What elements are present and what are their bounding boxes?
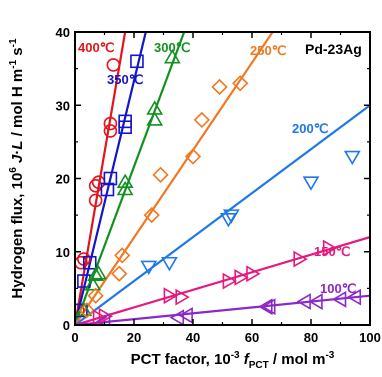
data-point <box>163 49 181 64</box>
data-point <box>103 171 118 186</box>
x-tick-label: 20 <box>127 330 141 345</box>
axis-title-part: -1 <box>8 59 19 68</box>
y-tick-label: 40 <box>56 25 70 40</box>
data-point <box>118 114 132 129</box>
x-tick-label: 0 <box>71 330 78 345</box>
axis-title-part: J <box>9 154 26 167</box>
data-point <box>103 116 118 131</box>
data-point <box>184 148 202 165</box>
series-label: 300℃ <box>154 40 190 55</box>
data-point <box>302 176 320 191</box>
data-point <box>75 255 88 270</box>
fit-line <box>75 32 274 325</box>
y-tick-label: 10 <box>56 245 70 260</box>
series-label: 200℃ <box>292 121 328 136</box>
axis-title-part: / mol H m <box>9 69 26 141</box>
data-markers <box>75 49 362 325</box>
fit-line <box>75 32 147 325</box>
data-point <box>175 288 190 306</box>
data-point <box>116 173 134 188</box>
y-tick-label: 0 <box>63 318 70 333</box>
data-point <box>106 58 121 72</box>
data-point <box>293 250 308 268</box>
data-point <box>178 307 193 324</box>
axis-title-part: PCT <box>249 360 269 371</box>
fit-line <box>75 236 370 325</box>
series-label: 150℃ <box>314 244 350 259</box>
data-point <box>100 182 115 197</box>
series-label: 100℃ <box>320 281 356 296</box>
y-tick-label: 20 <box>56 172 70 187</box>
data-point <box>88 193 103 208</box>
y-axis-title: Hydrogen flux, 106 J·L / mol H m-1 s-1 <box>8 38 26 299</box>
data-point <box>87 287 104 304</box>
data-point <box>103 124 118 138</box>
x-tick-label: 40 <box>186 330 200 345</box>
axis-title-part: L <box>9 140 26 149</box>
x-axis-title: PCT factor, 10-3 fPCT / mol m-3 <box>131 350 335 371</box>
axis-title-part: -3 <box>325 350 334 361</box>
data-point <box>169 309 185 325</box>
data-point <box>343 150 361 166</box>
fit-line <box>75 32 127 325</box>
data-point <box>114 247 131 264</box>
data-point <box>322 239 338 257</box>
axis-title-part: -1 <box>8 38 19 47</box>
x-tick-label: 100 <box>359 330 381 345</box>
data-point <box>232 75 249 92</box>
data-point <box>161 256 178 272</box>
axis-title-part: 6 <box>8 167 19 173</box>
data-point <box>146 100 164 115</box>
data-point <box>222 209 240 224</box>
data-point <box>211 78 228 96</box>
axis-title-part: · <box>9 150 26 155</box>
data-point <box>78 302 95 319</box>
axis-title-part: Hydrogen flux, 10 <box>9 173 26 299</box>
axis-title-part: f <box>240 351 251 368</box>
axis-title-part: / mol m <box>269 351 326 368</box>
series-label: 250℃ <box>250 43 286 58</box>
data-point <box>146 111 164 126</box>
sample-annotation: Pd-23Ag <box>305 41 362 57</box>
data-point <box>140 260 158 275</box>
data-point <box>331 290 347 308</box>
data-point <box>222 272 237 290</box>
data-point <box>258 298 273 316</box>
x-tick-label: 60 <box>245 330 259 345</box>
data-point <box>130 54 144 69</box>
data-point <box>84 276 102 291</box>
y-tick-label: 30 <box>56 98 70 113</box>
axis-title-part: -3 <box>231 350 240 361</box>
data-point <box>90 265 107 280</box>
data-point <box>234 268 249 286</box>
data-point <box>308 293 323 310</box>
axis-title-part: s <box>9 47 26 60</box>
series-label: 350℃ <box>107 72 143 87</box>
data-point <box>75 303 88 318</box>
x-tick-label: 80 <box>304 330 318 345</box>
series-label: 400℃ <box>78 40 114 55</box>
data-point <box>152 166 169 183</box>
axis-title-part: PCT factor, 10 <box>131 351 231 368</box>
data-point <box>87 266 105 281</box>
data-point <box>246 265 261 283</box>
data-point <box>163 287 178 305</box>
data-point <box>143 206 160 224</box>
data-point <box>116 180 134 196</box>
axis-ticks: 0 20 40 60 80 100 0 10 20 30 40 <box>56 25 381 345</box>
series-labels: 400℃ 350℃ 300℃ 250℃ 200℃ 150℃ 100℃ <box>78 40 356 296</box>
data-point <box>111 265 128 282</box>
data-point <box>98 307 114 325</box>
data-point <box>346 288 362 306</box>
data-point <box>261 298 276 316</box>
data-point <box>82 255 97 270</box>
fit-line <box>75 294 370 325</box>
data-point <box>193 111 210 129</box>
